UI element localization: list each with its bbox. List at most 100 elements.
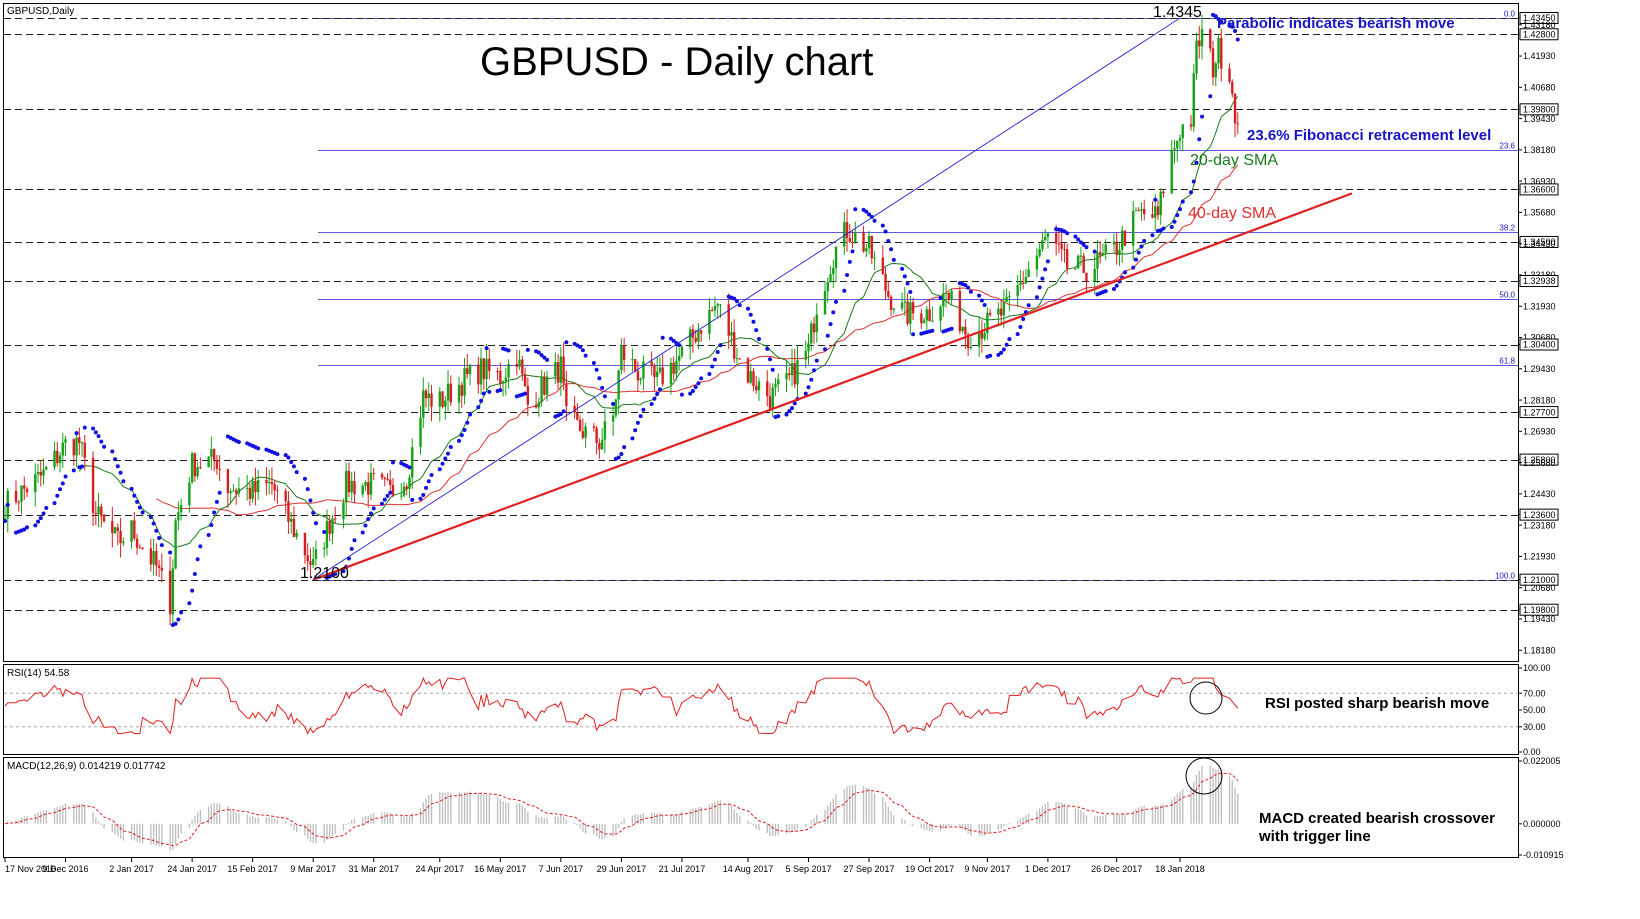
sar-dot <box>696 381 701 386</box>
sar-dot <box>44 506 49 511</box>
fib-label: 100.0 <box>1495 572 1516 581</box>
candle-body <box>766 381 769 397</box>
sar-dot <box>853 207 858 212</box>
sar-dot <box>784 412 789 417</box>
candle-body <box>75 437 78 456</box>
candle-body <box>738 358 741 360</box>
sar-dot <box>847 259 852 264</box>
candle-body <box>245 487 249 489</box>
candle-body <box>925 309 929 321</box>
sar-dot <box>814 358 819 363</box>
sar-dot <box>157 536 162 541</box>
sar-dot <box>652 396 657 401</box>
candle-body <box>34 474 37 493</box>
macd-panel <box>3 757 1519 858</box>
candle-body <box>573 406 576 413</box>
candle-body <box>1233 93 1237 124</box>
candle-body <box>534 404 538 408</box>
sar-dot <box>1045 259 1050 264</box>
candle-body <box>1198 40 1201 47</box>
candle-body <box>314 549 318 560</box>
candlesticks <box>3 14 1239 627</box>
candle-body <box>843 222 846 247</box>
candle-body <box>188 482 191 506</box>
candle-body <box>950 290 953 301</box>
sar-dot <box>787 409 792 414</box>
sar-dot <box>379 501 384 506</box>
candle-body <box>58 455 62 463</box>
sar-dot <box>633 428 638 433</box>
candle-body <box>488 358 491 371</box>
sar-dot <box>179 610 184 615</box>
candle-body <box>273 484 276 491</box>
candle-body <box>697 330 700 342</box>
symbol-label: GBPUSD,Daily <box>7 6 74 17</box>
candle-body <box>380 474 384 478</box>
price-tick-label: 1.24430 <box>1523 489 1556 499</box>
sar-dot <box>831 310 836 315</box>
price-box <box>1519 275 1559 288</box>
candle-body <box>248 487 252 499</box>
price-box <box>1519 573 1559 586</box>
candle-body <box>730 331 733 336</box>
candle-body <box>199 467 202 469</box>
candle-body <box>507 364 510 378</box>
candle-body <box>642 361 645 379</box>
sar-dot <box>1043 267 1048 272</box>
candle-body <box>1123 230 1127 246</box>
fib-label: 23.6 <box>1499 142 1515 151</box>
candle-body <box>521 359 524 375</box>
candle-body <box>427 393 430 399</box>
candle-body <box>752 371 755 386</box>
candle-body <box>815 314 818 333</box>
sar-dot <box>283 453 288 458</box>
sar-dot <box>558 412 563 417</box>
candle-body <box>1074 268 1077 270</box>
candle-body <box>1043 237 1047 241</box>
sar-dot <box>1178 207 1182 212</box>
candle-body <box>1154 206 1157 218</box>
price-tick-label: 1.27700 <box>1523 407 1556 417</box>
candle-body <box>91 457 95 513</box>
sar-dot <box>930 328 935 333</box>
candle-body <box>287 501 290 522</box>
high-label: 1.4345 <box>1153 4 1202 21</box>
candle-body <box>83 442 87 458</box>
candle-body <box>405 486 408 489</box>
candle-body <box>1104 244 1107 253</box>
sar-dot <box>74 431 79 436</box>
candle-body <box>523 374 527 387</box>
candle-body <box>944 292 948 294</box>
sar-dot <box>911 332 916 337</box>
candle-body <box>1016 285 1019 297</box>
candle-body <box>862 232 865 252</box>
candle-body <box>1098 252 1102 256</box>
candle-body <box>386 479 389 481</box>
sar-dot <box>619 452 624 457</box>
candle-body <box>757 381 761 391</box>
candle-body <box>226 469 230 494</box>
macd-label: MACD(12,26,9) 0.014219 0.017742 <box>7 761 166 772</box>
candle-body <box>1236 123 1239 125</box>
candle-body <box>639 378 642 381</box>
sar-dot <box>313 521 318 526</box>
candle-body <box>232 490 235 492</box>
candle-body <box>411 447 414 478</box>
candle-body <box>928 309 931 322</box>
sar-dot <box>699 376 704 381</box>
sar-dot <box>99 439 104 444</box>
candle-body <box>116 527 120 531</box>
sar-dot <box>151 521 156 526</box>
sar-dot <box>812 368 817 373</box>
sar-dot <box>834 299 839 304</box>
sar-dot <box>1180 199 1185 204</box>
macd-tick-label: 0.022005 <box>1523 756 1561 766</box>
sar-dot <box>256 446 261 451</box>
date-tick-label: 15 Feb 2017 <box>227 864 278 874</box>
sar-dot <box>660 335 665 340</box>
candle-body <box>537 401 541 408</box>
candle-body <box>617 370 620 400</box>
rsi-path <box>4 676 1239 735</box>
